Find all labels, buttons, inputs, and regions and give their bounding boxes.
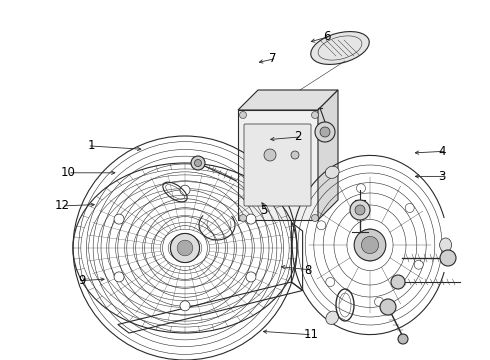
- Circle shape: [114, 272, 124, 282]
- Polygon shape: [318, 90, 338, 220]
- Ellipse shape: [325, 166, 339, 178]
- Ellipse shape: [326, 311, 339, 324]
- Text: 1: 1: [88, 139, 96, 152]
- Text: 3: 3: [439, 170, 446, 183]
- Circle shape: [191, 156, 205, 170]
- Circle shape: [414, 260, 423, 269]
- Circle shape: [171, 233, 199, 262]
- Polygon shape: [238, 110, 318, 220]
- Polygon shape: [238, 90, 338, 110]
- Circle shape: [391, 275, 405, 289]
- Circle shape: [291, 151, 299, 159]
- Text: 12: 12: [55, 199, 70, 212]
- Text: 11: 11: [304, 328, 319, 341]
- Circle shape: [398, 334, 408, 344]
- Text: 4: 4: [439, 145, 446, 158]
- Circle shape: [326, 278, 335, 287]
- Circle shape: [315, 122, 335, 142]
- Text: 8: 8: [304, 264, 311, 276]
- Circle shape: [355, 205, 365, 215]
- Circle shape: [114, 214, 124, 224]
- Circle shape: [312, 112, 318, 118]
- Circle shape: [264, 149, 276, 161]
- Text: 5: 5: [260, 204, 267, 217]
- Circle shape: [374, 297, 384, 306]
- Circle shape: [246, 214, 256, 224]
- Circle shape: [405, 203, 414, 212]
- Circle shape: [246, 272, 256, 282]
- Circle shape: [350, 200, 370, 220]
- Ellipse shape: [440, 238, 452, 252]
- Text: 2: 2: [294, 130, 301, 143]
- Circle shape: [361, 237, 379, 254]
- Circle shape: [440, 250, 456, 266]
- Circle shape: [312, 215, 318, 221]
- Circle shape: [320, 127, 330, 137]
- Circle shape: [240, 215, 246, 221]
- Circle shape: [195, 159, 201, 166]
- Text: 6: 6: [323, 30, 331, 42]
- Text: 10: 10: [61, 166, 76, 179]
- Circle shape: [357, 184, 366, 193]
- Circle shape: [180, 301, 190, 311]
- Text: 9: 9: [78, 274, 86, 287]
- FancyBboxPatch shape: [244, 124, 311, 206]
- Circle shape: [317, 221, 326, 230]
- Circle shape: [177, 240, 193, 256]
- Text: 7: 7: [269, 52, 276, 65]
- Circle shape: [354, 229, 386, 261]
- Circle shape: [380, 299, 396, 315]
- Ellipse shape: [311, 32, 369, 64]
- Circle shape: [180, 185, 190, 195]
- Circle shape: [240, 112, 246, 118]
